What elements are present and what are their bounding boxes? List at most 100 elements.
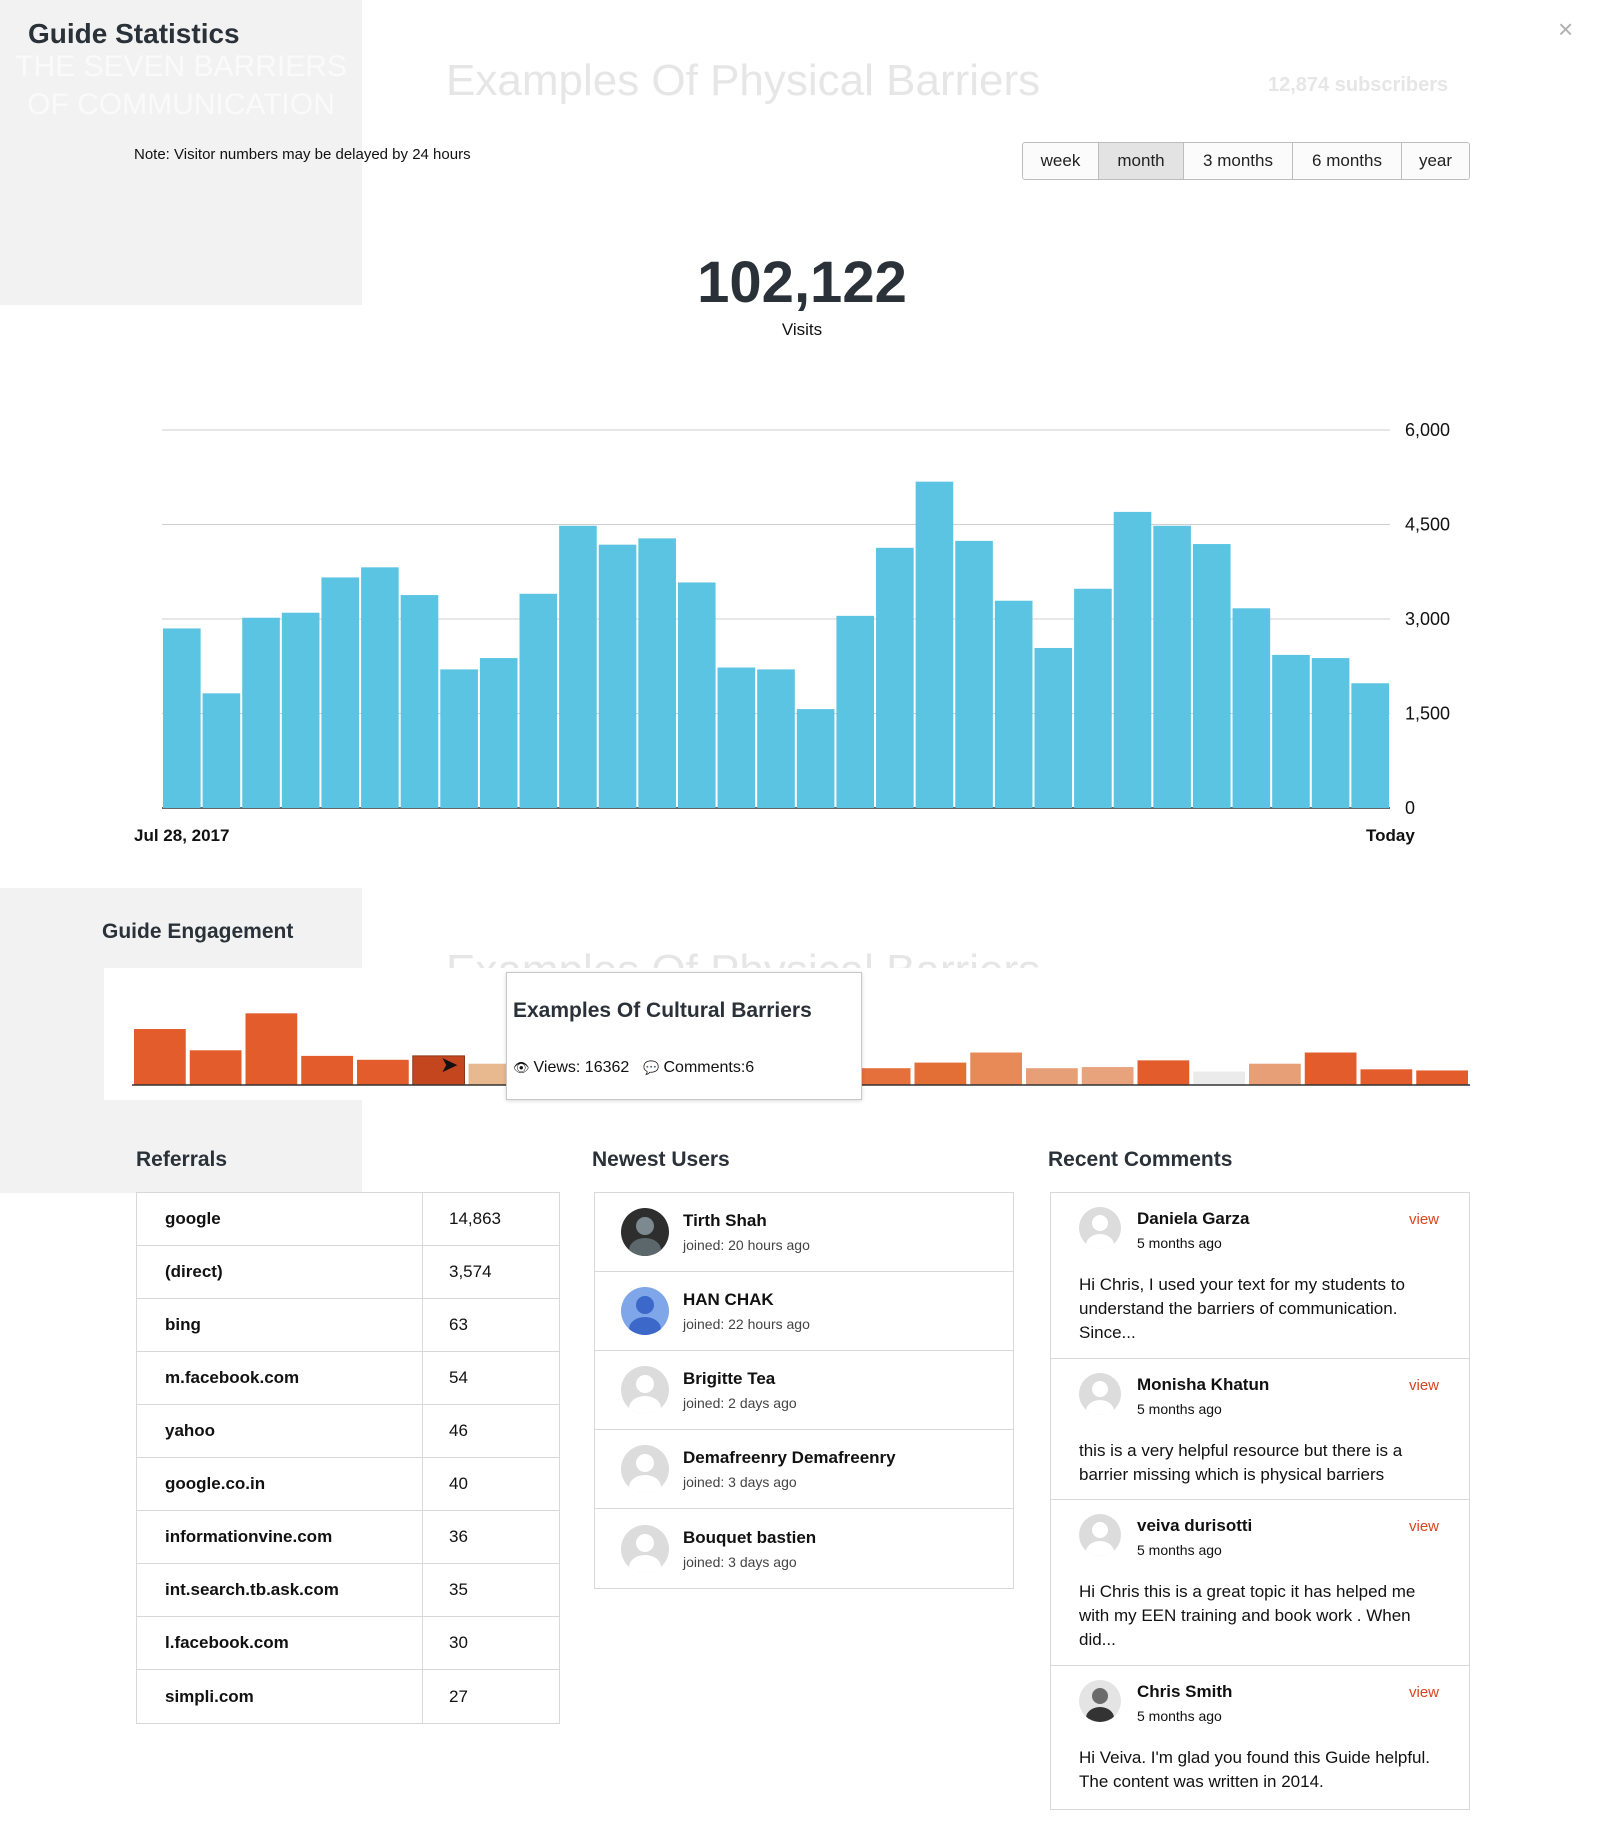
visits-bar[interactable] xyxy=(440,669,478,808)
engagement-bar[interactable] xyxy=(1416,1070,1468,1085)
visits-bar[interactable] xyxy=(955,540,993,808)
newest-users-list: Tirth Shah joined: 20 hours ago HAN CHAK j… xyxy=(594,1192,1014,1589)
recent-comments-list: Daniela Garza 5 months ago view Hi Chris… xyxy=(1050,1192,1470,1810)
visits-bar[interactable] xyxy=(876,547,914,808)
engagement-bar[interactable] xyxy=(1249,1063,1301,1085)
visits-bar[interactable] xyxy=(1272,654,1310,808)
engagement-bar[interactable] xyxy=(1193,1071,1245,1085)
eye-icon: 👁 xyxy=(513,1060,530,1075)
list-item[interactable]: HAN CHAK joined: 22 hours ago xyxy=(595,1272,1013,1351)
engagement-bar[interactable] xyxy=(1360,1069,1413,1085)
visits-bar[interactable] xyxy=(400,595,439,808)
comment-text: Hi Chris this is a great topic it has he… xyxy=(1079,1582,1416,1649)
engagement-bar[interactable] xyxy=(301,1055,353,1085)
background-guide-banner xyxy=(0,0,362,305)
engagement-bar[interactable] xyxy=(134,1029,186,1085)
visits-bar[interactable] xyxy=(836,615,875,808)
visits-bar[interactable] xyxy=(1311,658,1350,808)
range-month-button[interactable]: month xyxy=(1099,143,1184,179)
visits-bar[interactable] xyxy=(598,544,637,808)
view-comment-link[interactable]: view xyxy=(1408,1377,1439,1394)
visits-bar[interactable] xyxy=(677,582,716,808)
tooltip-stats: 👁 Views: 16362 💬 Comments:6 xyxy=(513,1059,754,1077)
referral-name: (direct) xyxy=(137,1246,423,1298)
y-tick-label: 3,000 xyxy=(1405,609,1450,629)
table-row: google 14,863 xyxy=(137,1193,559,1246)
visits-bar[interactable] xyxy=(321,577,360,808)
user-name[interactable]: Bouquet bastien xyxy=(683,1527,817,1547)
visits-bar[interactable] xyxy=(202,693,241,808)
referral-name: google xyxy=(137,1193,423,1245)
user-name[interactable]: HAN CHAK xyxy=(683,1290,774,1309)
visits-bar[interactable] xyxy=(1153,525,1191,808)
referral-name: int.search.tb.ask.com xyxy=(137,1564,423,1616)
visits-bar[interactable] xyxy=(638,538,676,808)
visits-bar[interactable] xyxy=(994,600,1033,808)
avatar xyxy=(1079,1680,1121,1722)
x-axis-start-label: Jul 28, 2017 xyxy=(134,826,230,845)
list-item[interactable]: Bouquet bastien joined: 3 days ago xyxy=(595,1509,1013,1588)
referral-count: 3,574 xyxy=(449,1262,492,1281)
tooltip-views-text: Views: 16362 xyxy=(533,1059,630,1076)
engagement-bar[interactable] xyxy=(1137,1060,1190,1085)
visits-bar[interactable] xyxy=(1113,511,1152,808)
list-item[interactable]: Demafreenry Demafreenry joined: 3 days ag… xyxy=(595,1430,1013,1509)
list-item[interactable]: Brigitte Tea joined: 2 days ago xyxy=(595,1351,1013,1430)
engagement-bar[interactable] xyxy=(1081,1067,1134,1085)
visits-bar[interactable] xyxy=(1232,608,1271,808)
comment-text: Hi Chris, I used your text for my studen… xyxy=(1079,1275,1405,1342)
visits-bar[interactable] xyxy=(479,658,518,808)
user-name[interactable]: Tirth Shah xyxy=(683,1211,767,1230)
comment-author: Chris Smith xyxy=(1137,1682,1233,1701)
avatar xyxy=(1079,1514,1121,1556)
engagement-bar[interactable] xyxy=(1026,1068,1078,1085)
user-joined: joined: 3 days ago xyxy=(683,1553,797,1570)
referral-count: 35 xyxy=(449,1580,468,1599)
range-6-months-button[interactable]: 6 months xyxy=(1293,143,1402,179)
visits-bar[interactable] xyxy=(163,628,201,808)
range-year-button[interactable]: year xyxy=(1402,143,1469,179)
comment-text: this is a very helpful resource but ther… xyxy=(1079,1441,1403,1484)
view-comment-link[interactable]: view xyxy=(1408,1684,1439,1701)
visits-bar[interactable] xyxy=(1034,647,1073,808)
visits-bar[interactable] xyxy=(1351,683,1389,808)
comment-time: 5 months ago xyxy=(1137,1401,1222,1417)
avatar xyxy=(621,1524,669,1573)
visits-bar[interactable] xyxy=(281,612,320,808)
visits-bar[interactable] xyxy=(242,617,280,808)
user-name[interactable]: Brigitte Tea xyxy=(683,1369,776,1388)
engagement-bar[interactable] xyxy=(245,1013,298,1085)
engagement-bar[interactable] xyxy=(858,1068,911,1085)
engagement-bar[interactable] xyxy=(914,1062,967,1085)
engagement-bar[interactable] xyxy=(970,1052,1022,1085)
view-comment-link[interactable]: view xyxy=(1408,1211,1439,1228)
comment-author: veiva durisotti xyxy=(1137,1516,1253,1535)
range-week-button[interactable]: week xyxy=(1023,143,1099,179)
referrals-title: Referrals xyxy=(136,1148,228,1171)
engagement-bar[interactable] xyxy=(1304,1052,1357,1085)
visits-bar[interactable] xyxy=(519,593,558,808)
table-row: int.search.tb.ask.com 35 xyxy=(137,1564,559,1617)
engagement-bar[interactable] xyxy=(189,1050,242,1085)
engagement-bar[interactable] xyxy=(357,1059,409,1085)
user-joined: joined: 2 days ago xyxy=(683,1395,797,1411)
visits-bar[interactable] xyxy=(717,667,756,808)
visits-bar[interactable] xyxy=(915,481,954,808)
range-3-months-button[interactable]: 3 months xyxy=(1184,143,1293,179)
close-icon[interactable]: × xyxy=(1558,14,1574,44)
tooltip-comments-text: Comments:6 xyxy=(663,1059,755,1076)
visits-bar[interactable] xyxy=(796,709,835,808)
visits-bar[interactable] xyxy=(757,669,795,808)
visits-bar[interactable] xyxy=(559,525,597,808)
y-tick-label: 4,500 xyxy=(1405,515,1450,535)
visits-bar[interactable] xyxy=(1192,544,1231,808)
user-name[interactable]: Demafreenry Demafreenry xyxy=(683,1448,896,1467)
visits-bar[interactable] xyxy=(1074,588,1112,808)
background-subscribers: 12,874 subscribers xyxy=(1268,74,1449,96)
view-comment-link[interactable]: view xyxy=(1408,1518,1439,1535)
list-item[interactable]: Tirth Shah joined: 20 hours ago xyxy=(595,1193,1013,1272)
visits-bar[interactable] xyxy=(361,567,399,808)
engagement-title: Guide Engagement xyxy=(102,920,294,943)
referral-count: 54 xyxy=(449,1368,468,1387)
